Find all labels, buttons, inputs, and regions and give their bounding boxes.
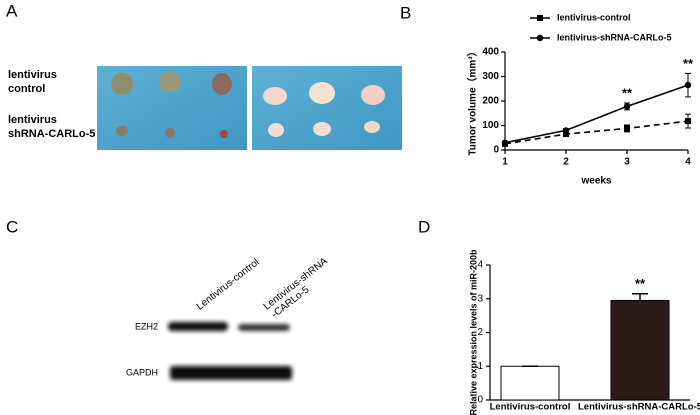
row-label: lentivirus <box>8 69 57 81</box>
marker <box>501 139 509 146</box>
marker <box>623 103 631 110</box>
row-label: GAPDH <box>126 367 158 377</box>
marker <box>562 127 570 134</box>
legend-marker <box>537 15 543 21</box>
marker <box>563 131 569 138</box>
tumor-photo <box>252 66 402 150</box>
y-axis-label: Relative expression levels of miR-200b <box>468 249 478 415</box>
y-tick-label: 400 <box>482 47 499 58</box>
significance: ** <box>622 85 633 100</box>
bar <box>500 365 560 401</box>
panel-letter: C <box>6 217 18 236</box>
legend-marker <box>536 34 544 42</box>
axis <box>504 52 688 151</box>
x-tick-label: 1 <box>502 157 508 168</box>
y-tick-label: 3 <box>477 293 483 304</box>
y-axis-label: Tumor volume（mm³） <box>466 46 479 155</box>
series-line <box>504 84 689 144</box>
series-line <box>504 120 689 145</box>
x-tick-label: 4 <box>685 157 691 168</box>
y-tick-label: 200 <box>482 96 499 107</box>
significance: ** <box>683 56 694 71</box>
marker <box>624 125 630 132</box>
y-tick-label: 100 <box>482 120 499 131</box>
tumor-photo <box>97 66 247 150</box>
panel-letter: B <box>400 3 411 22</box>
y-tick-label: 0 <box>493 145 499 156</box>
row-label: lentivirus <box>8 114 57 126</box>
marker <box>685 118 691 125</box>
significance: ** <box>635 276 646 291</box>
legend-label: lentivirus-shRNA-CARLo-5 <box>557 32 672 42</box>
panel-letter: D <box>418 217 430 236</box>
panel-letter: A <box>6 1 18 20</box>
column-label: Lentivirus-control <box>195 257 262 313</box>
x-axis-label: weeks <box>580 176 611 187</box>
row-label: EZH2 <box>135 321 158 331</box>
y-tick-label: 1 <box>477 361 483 372</box>
y-tick-label: 0 <box>477 395 483 406</box>
y-tick-label: 300 <box>482 71 499 82</box>
x-tick-label: Lentivirus-control <box>490 402 571 413</box>
legend-label: lentivirus-control <box>557 12 631 22</box>
error-bar <box>632 292 648 301</box>
y-tick-label: 4 <box>477 260 483 271</box>
x-tick-label: 3 <box>624 157 630 168</box>
row-label: control <box>8 83 45 95</box>
y-tick-label: 2 <box>477 327 483 338</box>
row-label: shRNA-CARLo-5 <box>8 128 95 140</box>
marker <box>684 81 692 89</box>
bar <box>610 299 670 401</box>
x-tick-label: Lentivirus-shRNA-CARLo-5 <box>578 402 700 413</box>
x-tick-label: 2 <box>563 157 569 168</box>
western-blot <box>168 322 292 380</box>
